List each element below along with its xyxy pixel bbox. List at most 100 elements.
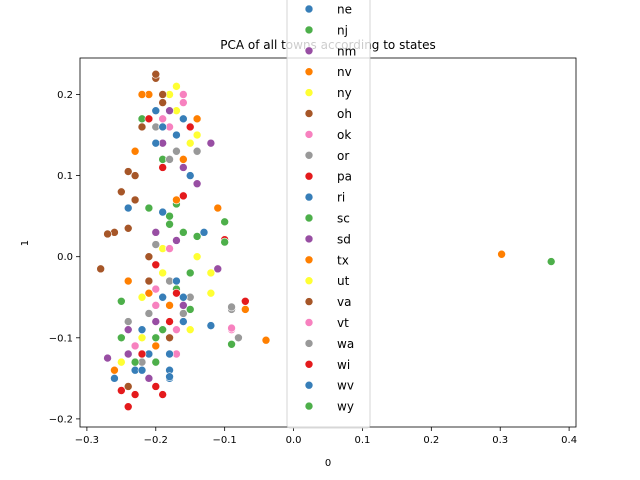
x-tick-label-5: 0.2 — [423, 435, 439, 446]
point-nj-1 — [179, 228, 188, 237]
y-axis-label: 1 — [20, 240, 31, 246]
point-wy-4 — [130, 357, 140, 367]
point-nm-5 — [144, 374, 154, 383]
x-axis-ticks: −0.3 −0.2 −0.1 0.0 0.1 0.2 0.3 0.4 — [75, 427, 577, 446]
point-tx-7 — [213, 203, 223, 213]
point-sc-4 — [117, 296, 126, 306]
point-ne-1 — [172, 130, 181, 140]
point-va-7 — [158, 90, 167, 99]
point-oh-7 — [123, 382, 133, 391]
point-nm-2 — [123, 349, 133, 359]
point-sc-1 — [144, 203, 154, 213]
point-pa-2 — [151, 260, 161, 270]
point-sd-6 — [213, 264, 223, 274]
point-ri-0 — [179, 114, 188, 124]
legend-marker-wa — [304, 339, 314, 348]
legend-label-sd: sd — [337, 232, 351, 246]
legend-label-nv: nv — [337, 65, 352, 79]
point-pa-5 — [123, 402, 133, 412]
point-wi-4 — [117, 386, 126, 395]
point-ri-2 — [158, 207, 167, 217]
legend-marker-nj — [304, 25, 314, 35]
point-wy-0 — [546, 257, 556, 266]
point-or-0 — [172, 146, 181, 156]
x-axis-label: 0 — [325, 458, 331, 469]
legend-marker-pa — [304, 171, 314, 181]
legend-marker-ne — [304, 4, 314, 14]
point-wi-6 — [241, 296, 250, 306]
point-sc-3 — [158, 325, 167, 334]
legend-label-vt: vt — [337, 316, 349, 330]
point-vt-3 — [151, 284, 161, 294]
point-ny-4 — [158, 268, 167, 278]
legend-label-pa: pa — [337, 170, 352, 184]
point-oh-1 — [117, 187, 126, 197]
legend-label-wa: wa — [337, 337, 354, 351]
legend-marker-ok — [304, 130, 314, 139]
legend-marker-or — [304, 151, 314, 160]
x-tick-label-4: 0.1 — [354, 435, 370, 446]
point-nm-6 — [192, 179, 202, 188]
point-wy-3 — [151, 333, 161, 343]
point-nm-3 — [151, 317, 161, 326]
x-tick-label-3: 0.0 — [286, 435, 302, 446]
legend-marker-ny — [304, 88, 314, 97]
point-vt-5 — [227, 323, 236, 333]
legend-label-ne: ne — [337, 3, 352, 17]
legend-label-tx: tx — [337, 253, 349, 267]
point-ri-4 — [137, 365, 147, 375]
legend-label-va: va — [337, 295, 351, 309]
point-va-4 — [123, 224, 133, 233]
point-ri-3 — [172, 276, 181, 286]
point-wa-1 — [192, 146, 202, 156]
legend-marker-tx — [304, 255, 314, 265]
legend-label-wi: wi — [337, 358, 350, 372]
y-axis-ticks: −0.2 −0.1 0.0 0.1 0.2 — [49, 90, 80, 425]
point-ok-1 — [179, 98, 188, 107]
legend-label-ny: ny — [337, 86, 352, 100]
point-ny-3 — [137, 333, 147, 343]
point-wv-1 — [185, 171, 195, 180]
x-tick-label-7: 0.4 — [561, 435, 577, 446]
y-tick-label-0: −0.2 — [49, 414, 73, 425]
point-tx-5 — [261, 335, 271, 345]
point-sc-5 — [227, 339, 236, 349]
point-va-2 — [130, 195, 140, 205]
point-pa-6 — [151, 382, 161, 391]
legend-marker-sd — [304, 234, 314, 244]
point-wa-6 — [227, 302, 236, 312]
point-va-0 — [151, 69, 161, 79]
legend-label-nm: nm — [337, 44, 356, 58]
point-pa-4 — [130, 390, 140, 399]
point-sd-1 — [206, 138, 216, 148]
point-tx-1 — [137, 90, 147, 99]
point-nv-3 — [165, 301, 174, 310]
point-ne-6 — [199, 228, 209, 237]
y-tick-label-4: 0.2 — [57, 90, 73, 101]
point-wv-2 — [137, 325, 147, 334]
point-ri-1 — [151, 138, 161, 148]
point-tx-3 — [144, 288, 154, 298]
legend-marker-wv — [304, 380, 314, 390]
point-tx-0 — [497, 249, 506, 259]
point-nv-2 — [130, 146, 140, 156]
legend: ne nj nm nv ny oh ok or pa ri sc sd tx ut va vt wa wi wv wy — [286, 0, 371, 429]
point-ut-5 — [206, 288, 216, 298]
legend-label-nj: nj — [337, 23, 348, 37]
point-nv-5 — [151, 341, 161, 351]
legend-marker-nm — [304, 46, 314, 56]
y-tick-label-1: −0.1 — [49, 333, 73, 344]
point-wy-5 — [185, 305, 195, 314]
x-tick-label-1: −0.2 — [144, 435, 168, 446]
point-vt-0 — [179, 90, 188, 99]
point-sc-6 — [220, 217, 229, 227]
point-ut-4 — [137, 292, 147, 302]
point-ok-4 — [130, 341, 140, 351]
point-pa-0 — [158, 163, 167, 172]
point-nj-5 — [151, 357, 161, 367]
legend-marker-ut — [304, 276, 314, 286]
point-ok-2 — [151, 301, 161, 310]
point-ut-3 — [185, 325, 195, 334]
point-wi-2 — [172, 288, 181, 298]
